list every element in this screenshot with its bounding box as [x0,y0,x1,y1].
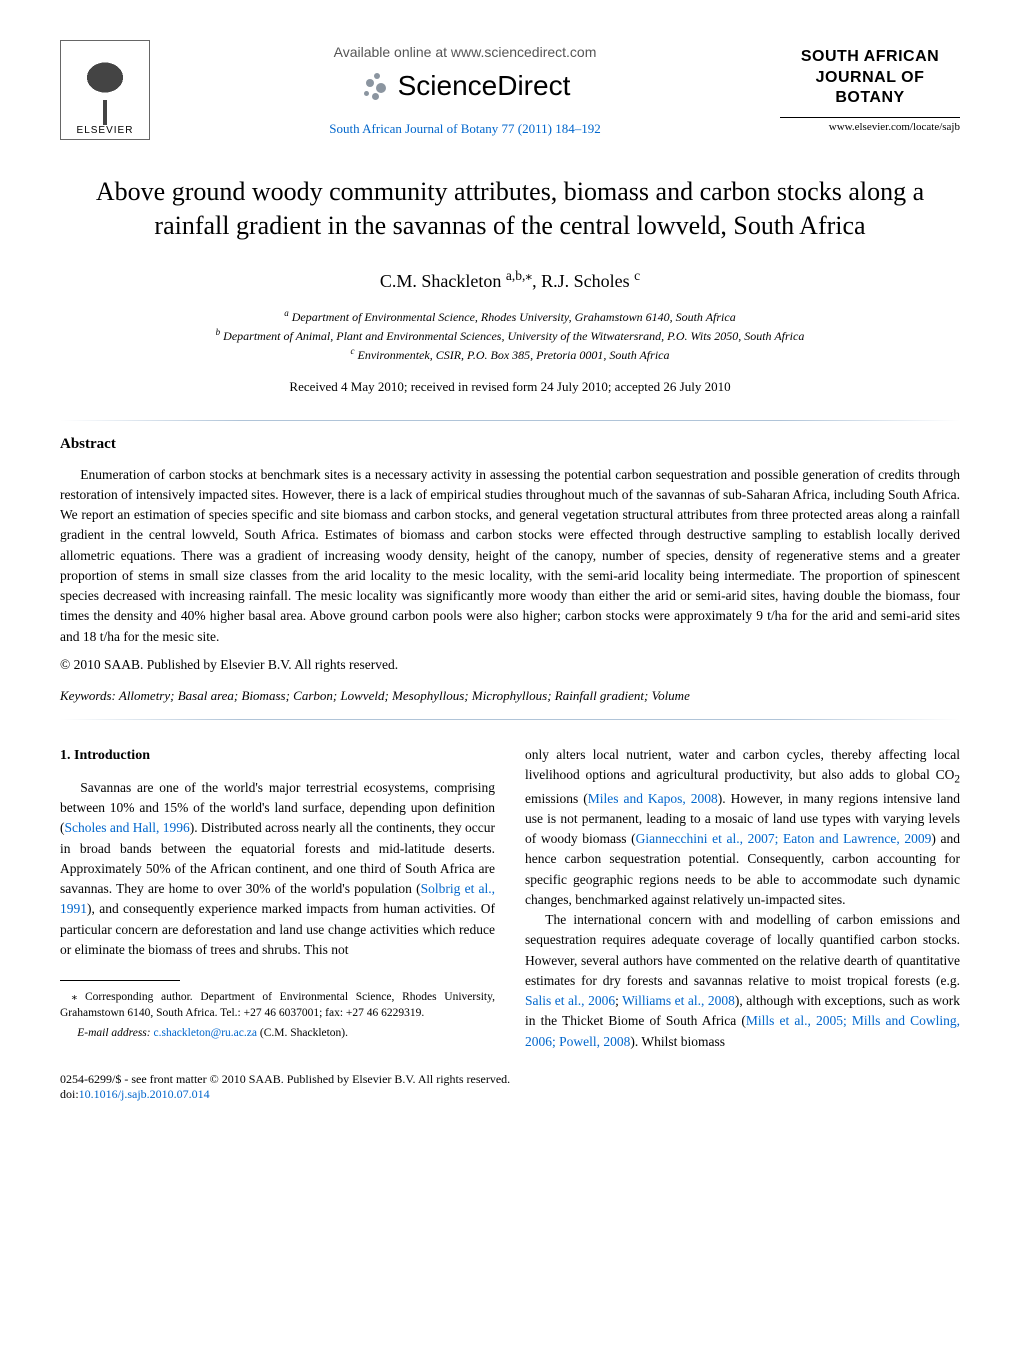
journal-header: ELSEVIER Available online at www.science… [60,40,960,140]
email-suffix: (C.M. Shackleton). [257,1027,348,1039]
email-footnote: E-mail address: c.shackleton@ru.ac.za (C… [60,1025,495,1042]
intro-para-1-cont: only alters local nutrient, water and ca… [525,745,960,910]
intro-para-2: The international concern with and model… [525,910,960,1052]
journal-name-line2: JOURNAL OF BOTANY [780,68,960,110]
sciencedirect-logo: ScienceDirect [360,70,571,102]
citation[interactable]: Scholes and Hall, 1996 [65,820,190,835]
author-1: C.M. Shackleton [380,271,506,291]
copyright: © 2010 SAAB. Published by Elsevier B.V. … [60,657,960,673]
left-column: 1. Introduction Savannas are one of the … [60,745,495,1052]
doi-link[interactable]: 10.1016/j.sajb.2010.07.014 [79,1087,210,1101]
affiliation-c: Environmentek, CSIR, P.O. Box 385, Preto… [358,348,670,362]
divider [60,420,960,421]
journal-url: www.elsevier.com/locate/sajb [780,117,960,133]
article-dates: Received 4 May 2010; received in revised… [60,379,960,395]
elsevier-tree-icon [70,55,140,125]
affiliation-b: Department of Animal, Plant and Environm… [223,329,804,343]
introduction-heading: 1. Introduction [60,745,495,766]
author-1-sup: a,b, [506,268,526,283]
article-title: Above ground woody community attributes,… [60,175,960,243]
abstract-text: Enumeration of carbon stocks at benchmar… [60,465,960,647]
footer: 0254-6299/$ - see front matter © 2010 SA… [60,1072,960,1102]
citation[interactable]: Giannecchini et al., 2007; Eaton and Law… [636,831,932,846]
abstract-heading: Abstract [60,436,960,453]
elsevier-label: ELSEVIER [77,125,134,136]
authors: C.M. Shackleton a,b,⁎, R.J. Scholes c [60,268,960,292]
email-link[interactable]: c.shackleton@ru.ac.za [151,1027,257,1039]
affiliations: a Department of Environmental Science, R… [60,307,960,364]
divider [60,719,960,720]
elsevier-logo: ELSEVIER [60,40,150,140]
header-center: Available online at www.sciencedirect.co… [150,44,780,137]
affiliation-a: Department of Environmental Science, Rho… [292,310,736,324]
sciencedirect-text: ScienceDirect [398,70,571,102]
email-label: E-mail address: [77,1027,150,1039]
citation[interactable]: Miles and Kapos, 2008 [588,791,718,806]
citation[interactable]: Williams et al., 2008 [622,993,735,1008]
sciencedirect-icon [360,71,390,101]
journal-name-line1: SOUTH AFRICAN [780,47,960,68]
right-column: only alters local nutrient, water and ca… [525,745,960,1052]
keywords: Keywords: Allometry; Basal area; Biomass… [60,688,960,704]
author-2: , R.J. Scholes [532,271,634,291]
journal-branding: SOUTH AFRICAN JOURNAL OF BOTANY www.else… [780,47,960,133]
front-matter-line: 0254-6299/$ - see front matter © 2010 SA… [60,1072,960,1087]
footnote-divider [60,980,180,981]
corresponding-author-footnote: ⁎ Corresponding author. Department of En… [60,989,495,1021]
available-online-text: Available online at www.sciencedirect.co… [150,44,780,60]
journal-citation-link[interactable]: South African Journal of Botany 77 (2011… [150,121,780,137]
keywords-text: Allometry; Basal area; Biomass; Carbon; … [116,688,690,703]
keywords-label: Keywords: [60,688,116,703]
citation[interactable]: Salis et al., 2006 [525,993,615,1008]
intro-para-1: Savannas are one of the world's major te… [60,778,495,960]
author-2-sup: c [634,268,640,283]
two-column-body: 1. Introduction Savannas are one of the … [60,745,960,1052]
doi-label: doi: [60,1087,79,1101]
